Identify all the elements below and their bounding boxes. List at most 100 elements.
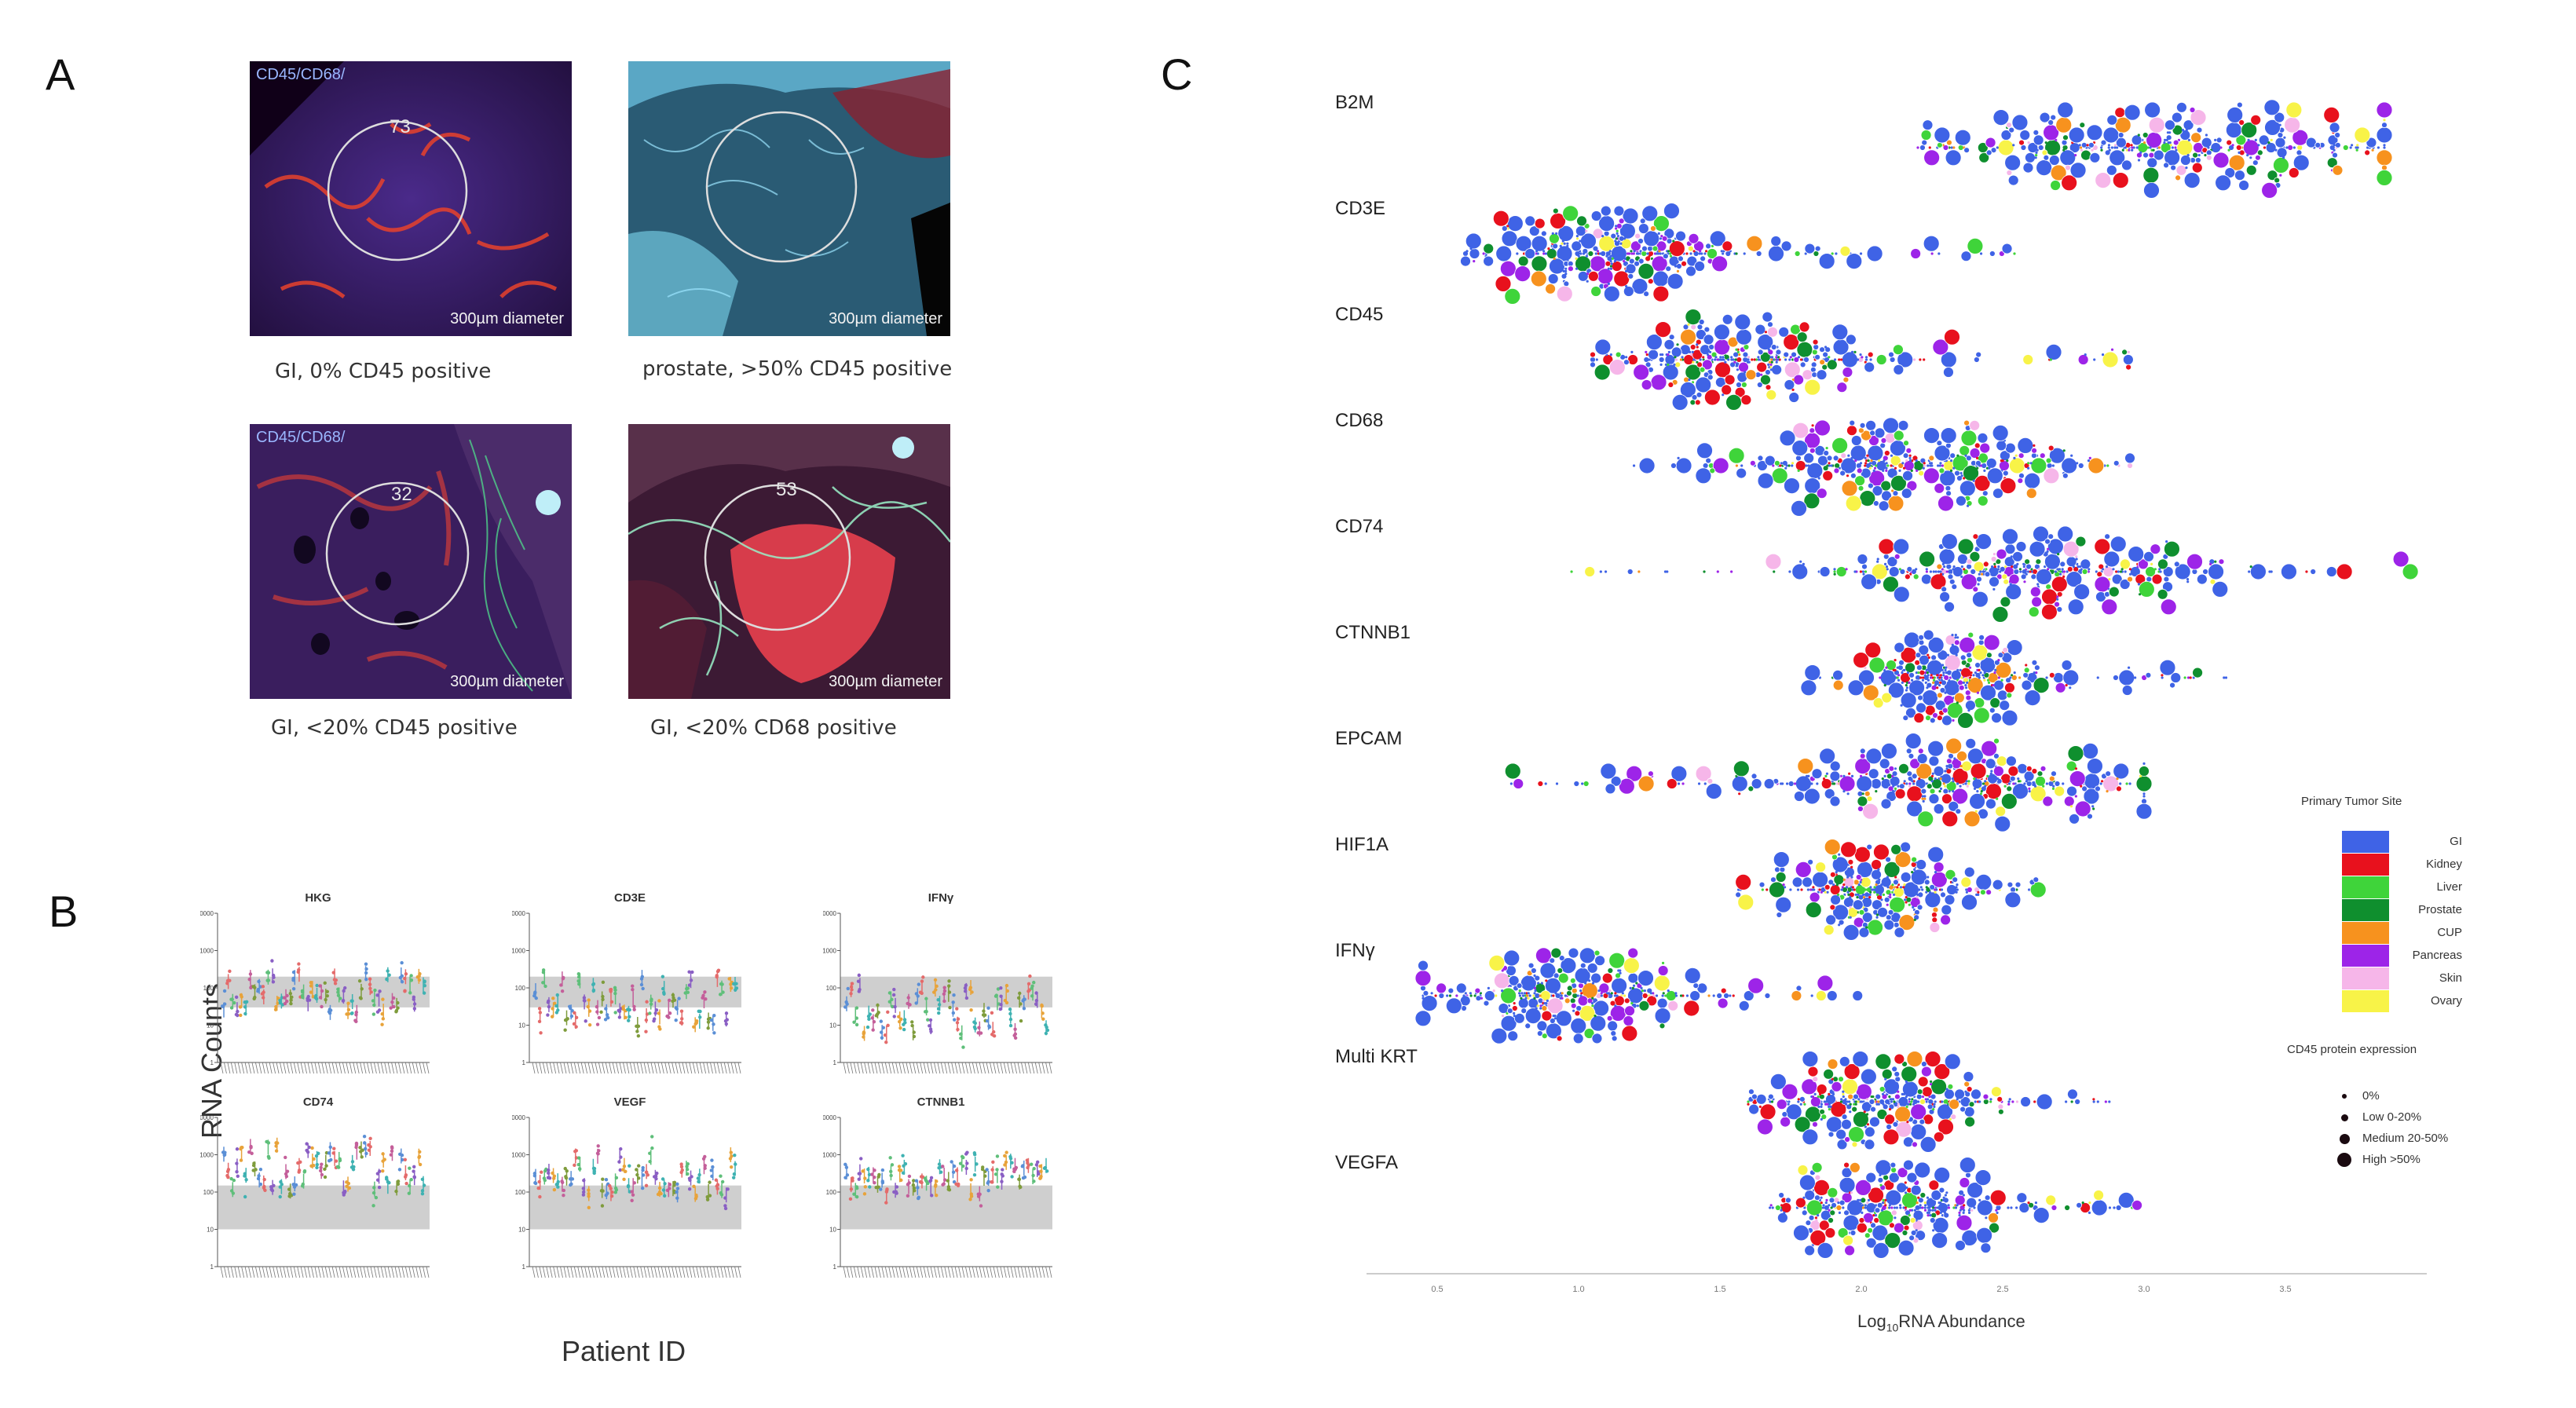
patient-tick <box>864 1266 868 1278</box>
patient-tick <box>556 1266 560 1278</box>
patient-tick <box>542 1062 546 1074</box>
patient-tick <box>353 1062 357 1074</box>
sample-point <box>1802 562 1805 566</box>
sample-point <box>1954 1206 1958 1209</box>
patient-tick <box>1014 1062 1017 1074</box>
sample-point <box>1794 251 1801 257</box>
sample-point <box>1969 419 1981 431</box>
sample-point <box>1997 652 2004 659</box>
sample-point <box>1579 240 1582 243</box>
replicate-point <box>696 1176 701 1180</box>
sample-point <box>1977 893 1980 896</box>
sample-point <box>1717 997 1729 1009</box>
sample-point <box>1929 788 1936 795</box>
sample-point <box>1798 321 1810 333</box>
sample-point <box>1730 356 1733 359</box>
sample-point <box>1708 344 1715 350</box>
sample-point <box>1911 459 1914 463</box>
patient-tick <box>682 1266 686 1278</box>
sample-point <box>1535 250 1539 253</box>
sample-point <box>2018 139 2025 146</box>
replicate-point <box>955 1007 959 1011</box>
patient-tick <box>423 1062 426 1074</box>
sample-point <box>1894 886 1897 889</box>
sample-point <box>1925 570 1929 573</box>
patient-tick <box>990 1062 993 1074</box>
patient-tick <box>335 1266 338 1278</box>
sample-point <box>1789 888 1792 891</box>
sample-point <box>1524 215 1536 227</box>
sample-point <box>1853 652 1870 668</box>
sample-point <box>2218 558 2225 565</box>
replicate-point <box>601 980 606 985</box>
sample-point <box>1843 866 1855 878</box>
sample-point <box>1956 668 1959 672</box>
patient-tick <box>283 1062 287 1074</box>
sample-point <box>1948 1099 1960 1110</box>
sample-point <box>1927 846 1945 863</box>
sample-point <box>1784 358 1787 361</box>
replicate-point <box>677 997 681 1000</box>
sample-point <box>2292 146 2296 149</box>
sample-point <box>1658 357 1665 363</box>
patient-tick <box>321 1062 325 1074</box>
patient-tick <box>857 1062 861 1074</box>
sample-point <box>1879 676 1882 679</box>
sample-point <box>1901 1066 1918 1083</box>
sample-point <box>2131 134 2142 146</box>
sample-point <box>1791 990 1802 1001</box>
replicate-point <box>1004 1150 1008 1154</box>
sample-point <box>1652 994 1656 997</box>
patient-tick <box>993 1266 997 1278</box>
sample-point <box>2119 579 2131 590</box>
patient-tick <box>993 1062 997 1074</box>
sample-point <box>1724 374 1736 386</box>
sample-point <box>1951 634 1954 637</box>
sample-point <box>1955 891 1958 894</box>
sample-point <box>1839 1100 1843 1103</box>
sample-point <box>1872 469 1875 472</box>
replicate-point <box>846 986 850 991</box>
sample-point <box>1893 879 1899 886</box>
sample-point <box>1922 799 1925 803</box>
sample-point <box>1576 994 1579 997</box>
sample-point <box>1811 768 1823 780</box>
sample-point <box>1970 763 1987 780</box>
patient-tick <box>224 1062 227 1074</box>
sample-point <box>2028 606 2040 618</box>
sample-point <box>1521 994 1525 997</box>
sample-point <box>1969 674 1973 677</box>
sample-point <box>1997 676 2000 679</box>
sample-point <box>2000 793 2018 810</box>
sample-point <box>1867 459 1870 463</box>
sample-point <box>1610 262 1613 265</box>
sample-point <box>1504 763 1521 780</box>
sample-point <box>1799 1103 1802 1106</box>
patient-tick <box>864 1062 868 1074</box>
sample-point <box>1829 1105 1832 1108</box>
sample-point <box>1826 891 1829 894</box>
replicate-point <box>357 979 362 983</box>
sample-point <box>1838 919 1845 926</box>
sample-point <box>2069 813 2080 825</box>
panel-b-label: B <box>49 887 79 936</box>
replicate-point <box>657 1025 661 1029</box>
sample-point <box>1666 778 1678 789</box>
replicate-point <box>539 1031 543 1035</box>
sample-point <box>1977 891 1980 894</box>
sample-point <box>1960 876 1972 888</box>
sample-point <box>2356 144 2359 147</box>
sample-point <box>2366 137 2377 148</box>
patient-tick <box>311 1062 314 1074</box>
sample-point <box>1958 684 1965 691</box>
sample-point <box>2113 144 2117 147</box>
sample-point <box>1605 254 1608 258</box>
replicate-point <box>854 1022 859 1027</box>
sample-point <box>1871 778 1882 789</box>
sample-point <box>2108 148 2111 152</box>
replicate-point <box>310 1146 314 1150</box>
sample-point <box>1590 351 1596 358</box>
sample-point <box>1795 460 1806 471</box>
sample-point <box>1657 232 1660 235</box>
sample-point <box>2208 562 2212 566</box>
